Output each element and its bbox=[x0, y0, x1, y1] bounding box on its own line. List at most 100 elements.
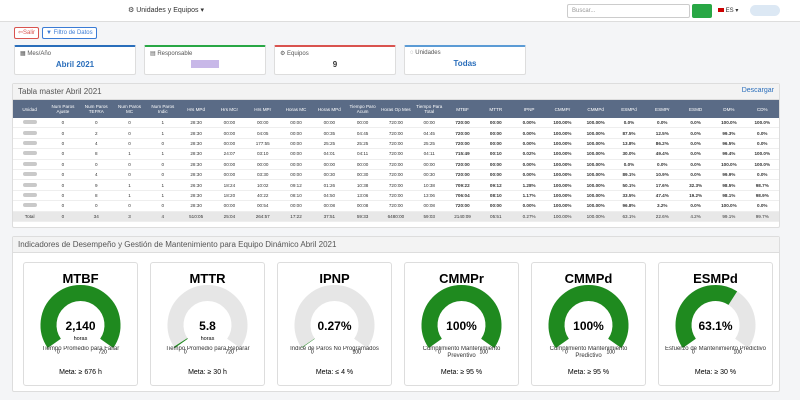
table-cell: 13:06 bbox=[345, 190, 380, 202]
language-code[interactable]: ES bbox=[725, 8, 734, 14]
table-cell: 00:00 bbox=[246, 159, 280, 170]
gauge-description-box: Cumplimiento Mantenimiento Predictivo bbox=[550, 346, 628, 359]
gauge-min: 0 bbox=[565, 349, 568, 355]
column-header: IPNP bbox=[512, 100, 546, 118]
gauge-title: MTTR bbox=[189, 271, 226, 286]
table-cell: 00:00 bbox=[345, 159, 380, 170]
column-header: Num Paros MC bbox=[112, 100, 147, 118]
table-cell: 0 bbox=[46, 211, 80, 222]
table-cell: 96.5% bbox=[712, 138, 746, 150]
column-header: Horas MC bbox=[279, 100, 313, 118]
gauge-description-box: Tiempo Promedio para Reparar bbox=[165, 346, 250, 352]
table-cell: 00:30 bbox=[345, 169, 380, 181]
table-cell: 40:22 bbox=[246, 190, 280, 202]
table-cell: 0 bbox=[112, 200, 147, 212]
table-cell: 25:25 bbox=[412, 138, 446, 150]
table-cell: 720:00 bbox=[445, 169, 480, 181]
table-cell: 28:30 bbox=[179, 159, 213, 170]
table-cell: 00:00 bbox=[412, 118, 446, 129]
filter-button[interactable]: ▼ Filtro de Datos bbox=[42, 27, 97, 39]
gauge-title: MTBF bbox=[62, 271, 98, 286]
table-cell: 98.5% bbox=[712, 179, 746, 191]
table-cell: 89.1% bbox=[612, 169, 646, 181]
table-row: 0 8 1 1 28:30 18:20 40:22 08:10 04:50 13:06 720:00… bbox=[13, 190, 779, 202]
table-cell: 00:08 bbox=[312, 200, 346, 212]
table-cell: 00:00 bbox=[279, 118, 313, 129]
gauge-description-box: Índice de Paros No Programados bbox=[290, 346, 379, 352]
filter-label[interactable]: Filtro de Datos bbox=[53, 30, 93, 36]
table-cell: 10:38 bbox=[412, 179, 446, 191]
table-cell: 63.1% bbox=[612, 211, 646, 222]
table-cell: 3.2% bbox=[645, 200, 679, 212]
exit-button[interactable]: ⇦Salir bbox=[14, 27, 40, 39]
table-cell: 706:04 bbox=[445, 190, 480, 202]
gauge-description: Tiempo Promedio para Reparar bbox=[165, 346, 250, 352]
search-input[interactable]: Buscar... bbox=[567, 4, 690, 18]
table-cell: 0.0% bbox=[645, 159, 679, 170]
table-cell: 100.0% bbox=[745, 159, 779, 170]
table-cell: 28:30 bbox=[179, 138, 213, 150]
card-label: Mes/Año bbox=[27, 51, 52, 57]
table-cell: 0 bbox=[46, 200, 80, 212]
table-cell: 47.4% bbox=[645, 190, 679, 202]
table-cell: 0.0% bbox=[612, 159, 646, 170]
table-cell: 86.2% bbox=[645, 138, 679, 150]
gauge-unit: horas bbox=[201, 336, 215, 342]
gauge-title: CMMPd bbox=[565, 271, 613, 286]
gauge-meta: Meta: ≥ 30 % bbox=[695, 369, 736, 376]
menu[interactable]: ⚙ Unidades y Equipos ▾ bbox=[128, 7, 204, 14]
menu-label[interactable]: Unidades y Equipos bbox=[136, 7, 199, 14]
table-cell: 49.4% bbox=[645, 148, 679, 160]
table-cell: 00:00 bbox=[279, 138, 313, 150]
table-cell: 4 bbox=[79, 169, 113, 181]
header-row: Unidad Num Paros Ajuste Num Paros TEFRA Num… bbox=[13, 100, 779, 118]
table-header-bar: Tabla master Abril 2021 Descargar bbox=[13, 84, 779, 100]
exit-label[interactable]: Salir bbox=[23, 30, 36, 36]
gauge-arc bbox=[40, 285, 121, 348]
table-cell: 00:30 bbox=[312, 169, 346, 181]
language[interactable]: ES ▾ bbox=[718, 7, 738, 14]
gauge-max: 100 bbox=[607, 349, 616, 355]
table-cell: 100.0% bbox=[712, 159, 746, 170]
table-cell: 0.0% bbox=[745, 200, 779, 212]
gauge-value: 0.27% bbox=[317, 319, 351, 333]
column-header: ESMD bbox=[678, 100, 713, 118]
table-cell bbox=[13, 169, 47, 181]
table-cell: 0 bbox=[112, 127, 147, 139]
table-cell: 04:01 bbox=[312, 148, 346, 160]
gauge-title: ESMPd bbox=[693, 271, 738, 286]
table-cell: 100.00% bbox=[545, 211, 580, 222]
redacted-unit bbox=[22, 203, 37, 208]
card-label-row: ▤ Responsable bbox=[150, 51, 193, 57]
table-cell: 720:00 bbox=[379, 138, 413, 150]
column-header: Num Paros Ajuste bbox=[46, 100, 80, 118]
table-cell: 00:00 bbox=[212, 159, 247, 170]
column-header: Num Paros Indic bbox=[146, 100, 180, 118]
table-cell: 8 bbox=[79, 190, 113, 202]
download-link[interactable]: Descargar bbox=[741, 87, 774, 94]
redacted-unit bbox=[22, 140, 37, 145]
table-cell: 715:49 bbox=[445, 148, 480, 160]
table-cell: 0.00% bbox=[512, 127, 546, 139]
table-cell: 0 bbox=[112, 118, 147, 129]
table-cell: 264:57 bbox=[246, 211, 280, 222]
table-cell bbox=[13, 179, 47, 191]
table-cell: 0.00% bbox=[512, 159, 546, 170]
table-cell: 09:12 bbox=[279, 179, 313, 191]
table-cell: 0.00% bbox=[512, 138, 546, 150]
logo bbox=[750, 5, 780, 16]
table-cell: 0 bbox=[112, 169, 147, 181]
search-button[interactable] bbox=[692, 4, 712, 18]
gauge-arc bbox=[675, 285, 738, 348]
table-cell: 24:07 bbox=[212, 148, 247, 160]
table-cell: 59:33 bbox=[345, 211, 380, 222]
table-cell: 0.00% bbox=[512, 118, 546, 129]
table-cell: 04:50 bbox=[312, 190, 346, 202]
table-cell: 9 bbox=[79, 179, 113, 191]
table-cell: 0.0% bbox=[645, 118, 679, 129]
table-cell: 00:35 bbox=[312, 127, 346, 139]
table-cell: 1 bbox=[112, 190, 147, 202]
table-cell: 100.00% bbox=[579, 179, 613, 191]
table-cell: 0.0% bbox=[678, 200, 713, 212]
